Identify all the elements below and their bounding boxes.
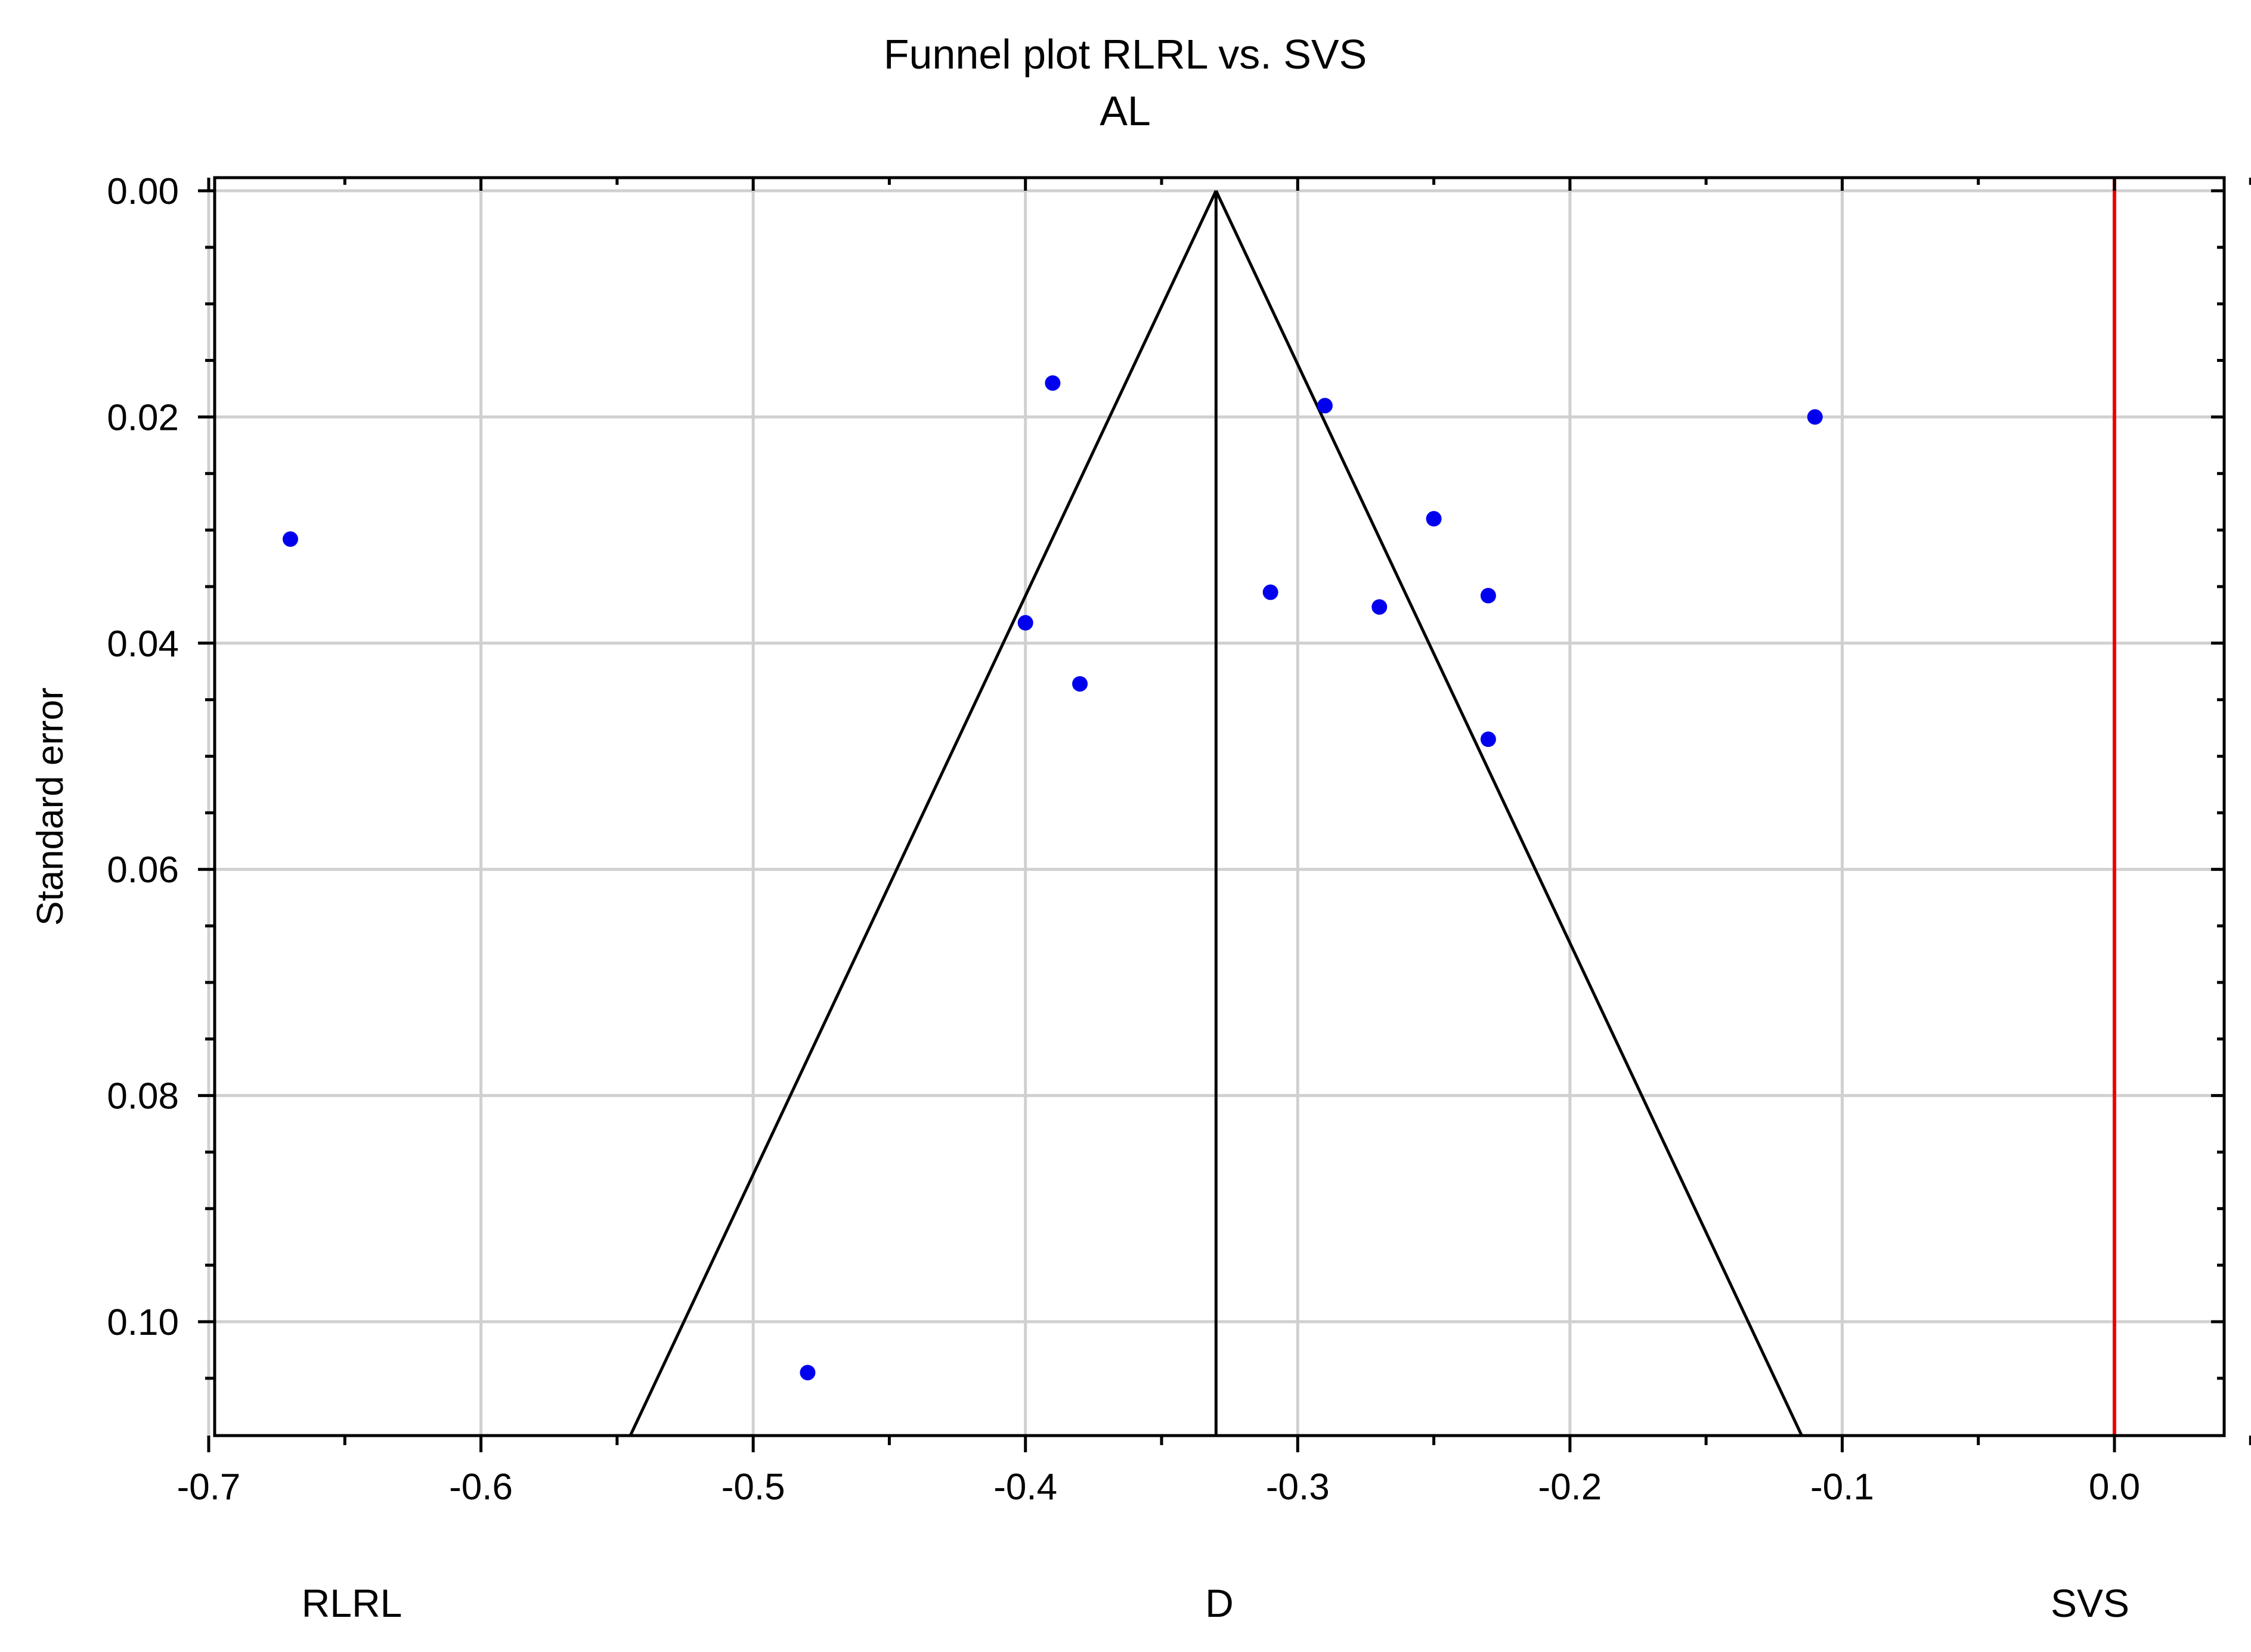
y-tick-label: 0.08: [107, 1076, 179, 1117]
data-point: [1262, 584, 1278, 600]
x-tick-label: -0.1: [1810, 1467, 1874, 1508]
y-axis-label: Standard error: [30, 687, 71, 926]
data-point: [1317, 398, 1333, 414]
y-tick-labels: 0.00 0.02 0.04 0.06 0.08 0.10: [107, 171, 179, 1343]
axis-ticks: [198, 178, 2251, 1452]
funnel-triangle: [629, 190, 1803, 1436]
grid-lines: [207, 178, 2224, 1436]
y-tick-label: 0.10: [107, 1302, 179, 1343]
y-tick-label: 0.04: [107, 624, 179, 665]
data-point: [1426, 511, 1442, 527]
data-point: [1072, 676, 1088, 692]
chart-title: Funnel plot RLRL vs. SVS: [884, 31, 1367, 78]
bottom-label-center: D: [1205, 1581, 1234, 1625]
x-tick-label: -0.4: [993, 1467, 1057, 1508]
x-tick-label: -0.7: [177, 1467, 241, 1508]
funnel-left-edge: [629, 190, 1218, 1436]
data-points: [282, 375, 1823, 1381]
x-tick-label: -0.2: [1538, 1467, 1602, 1508]
y-tick-label: 0.02: [107, 397, 179, 438]
x-tick-labels: -0.7 -0.6 -0.5 -0.4 -0.3 -0.2 -0.1 0.0: [177, 1467, 2141, 1508]
y-tick-label: 0.00: [107, 171, 179, 212]
y-tick-label: 0.06: [107, 850, 179, 891]
plot-frame: [213, 176, 2226, 1437]
data-point: [1045, 375, 1061, 391]
bottom-label-right: SVS: [2051, 1581, 2129, 1625]
x-tick-label: -0.6: [449, 1467, 513, 1508]
data-point: [800, 1365, 816, 1381]
x-tick-label: -0.3: [1266, 1467, 1330, 1508]
data-point: [1017, 615, 1033, 631]
chart-subtitle: AL: [1100, 88, 1151, 134]
data-point: [1480, 588, 1496, 604]
data-point: [1807, 409, 1823, 425]
funnel-right-edge: [1215, 190, 1803, 1436]
data-point: [282, 531, 298, 547]
x-tick-label: 0.0: [2089, 1467, 2140, 1508]
bottom-label-left: RLRL: [302, 1581, 402, 1625]
data-point: [1480, 732, 1496, 748]
data-point: [1371, 599, 1388, 615]
x-tick-label: -0.5: [722, 1467, 785, 1508]
